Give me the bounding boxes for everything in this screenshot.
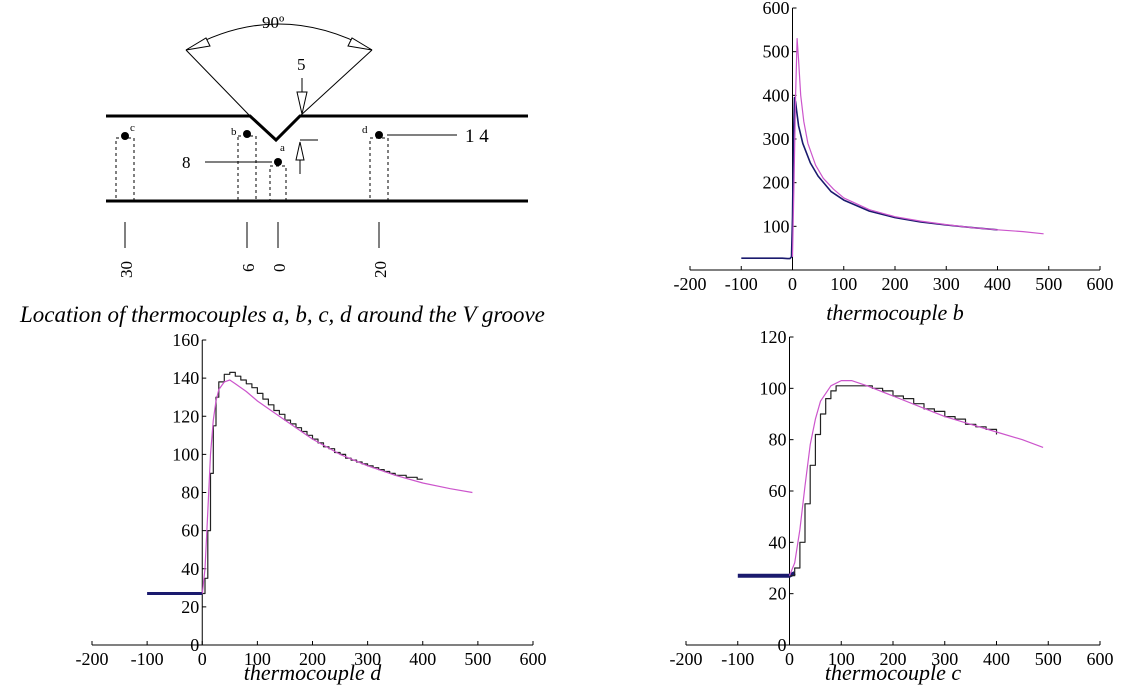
y-tick-label: 300 <box>763 129 790 149</box>
x-tick-label: 100 <box>244 649 271 669</box>
y-tick-label: 80 <box>181 483 199 503</box>
series-line-c-2 <box>788 380 1044 576</box>
x-tick-label: 0 <box>788 274 797 294</box>
x-axis-label: thermocouple d <box>244 660 382 685</box>
dim-5-arrow-icon <box>296 91 308 115</box>
thermocouple-a-dot <box>274 158 282 166</box>
y-tick-label: 0 <box>778 635 787 655</box>
thermocouple-d-dot <box>375 131 383 139</box>
y-tick-label: 40 <box>181 559 199 579</box>
thermocouple-c-dot <box>121 132 129 140</box>
series-line-d-1 <box>202 371 423 595</box>
x-tick-label: 500 <box>464 649 491 669</box>
series-line-c-1 <box>789 385 998 577</box>
thermocouple-d-label: d <box>362 124 368 136</box>
y-tick-label: 500 <box>763 42 790 62</box>
thermocouple-b-label: b <box>231 126 237 138</box>
y-tick-label: 20 <box>181 597 199 617</box>
thermocouple-d-well <box>369 137 389 202</box>
x-tick-label: 200 <box>880 649 907 669</box>
series-line-b-0 <box>741 96 998 260</box>
pos-20-label: 20 <box>371 261 390 278</box>
y-tick-label: 600 <box>763 0 790 18</box>
x-tick-label: 100 <box>830 274 857 294</box>
x-tick-label: 600 <box>520 649 547 669</box>
series-line-d-2 <box>201 379 473 594</box>
y-tick-label: 100 <box>172 444 199 464</box>
series-line-c-0 <box>737 571 796 578</box>
charts: -200 -100 0 100 200 300 400 500 6001002003004005… <box>76 0 1114 685</box>
chart-b: -200 -100 0 100 200 300 400 500 600 100 200 300 400 5… <box>674 0 1114 325</box>
x-tick-label: -200 <box>76 649 109 669</box>
y-tick-label: 120 <box>760 327 787 347</box>
dim-5-label: 5 <box>297 55 306 74</box>
y-tick-label: 40 <box>769 532 787 552</box>
y-tick-label: 120 <box>172 406 199 426</box>
x-tick-label: -100 <box>131 649 164 669</box>
angle-arrow-right-icon <box>347 37 373 51</box>
y-tick-label: 0 <box>190 635 199 655</box>
y-tick-label: 100 <box>763 216 790 236</box>
x-axis-label: thermocouple c <box>825 660 961 685</box>
y-tick-label: 20 <box>769 584 787 604</box>
angle-label: 90º <box>262 13 284 32</box>
x-tick-label: -200 <box>670 649 703 669</box>
thermocouple-b-dot <box>243 130 251 138</box>
x-axis-label: thermocouple b <box>826 300 963 325</box>
y-tick-label: 200 <box>763 173 790 193</box>
angle-arc <box>185 23 373 51</box>
y-tick-label: 60 <box>769 481 787 501</box>
y-tick-label: 140 <box>172 368 199 388</box>
pos-30-label: 30 <box>117 261 136 278</box>
x-tick-label: 200 <box>299 649 326 669</box>
angle-line-left <box>185 49 251 117</box>
x-tick-label: 400 <box>409 649 436 669</box>
angle-line-right <box>299 49 373 117</box>
dim-14-label: 1 4 <box>465 126 489 147</box>
dim-a-arrow-icon <box>295 141 305 161</box>
thermocouple-b-well <box>237 135 257 202</box>
thermocouple-c-well <box>115 137 135 202</box>
x-tick-label: 0 <box>198 649 207 669</box>
y-tick-label: 100 <box>760 378 787 398</box>
thermocouple-a-label: a <box>280 142 285 154</box>
x-tick-label: 300 <box>933 274 960 294</box>
x-tick-label: 400 <box>984 274 1011 294</box>
chart-d: -200 -100 0 100 200 300 400 500 600 0 20 40 60 80 100 1… <box>76 330 547 685</box>
x-tick-label: 300 <box>931 649 958 669</box>
series-line-b-1 <box>791 38 1044 257</box>
v-groove-diagram: 90º 5 a 8 b c d <box>106 13 528 278</box>
x-tick-label: -100 <box>721 649 754 669</box>
y-tick-label: 160 <box>172 330 199 350</box>
x-tick-label: 500 <box>1035 274 1062 294</box>
y-tick-label: 60 <box>181 521 199 541</box>
x-tick-label: -100 <box>725 274 758 294</box>
x-tick-label: 0 <box>785 649 794 669</box>
x-tick-label: 500 <box>1035 649 1062 669</box>
diagram-caption: Location of thermocouples a, b, c, d aro… <box>20 302 545 327</box>
pos-6-label: 6 <box>239 264 258 273</box>
thermocouple-a-well <box>269 165 287 202</box>
x-tick-label: 300 <box>354 649 381 669</box>
x-tick-label: 600 <box>1087 274 1114 294</box>
chart-c: -200 -100 0 100 200 300 400 500 600 0 20 40 60 80 100 1… <box>670 327 1114 685</box>
y-tick-label: 400 <box>763 85 790 105</box>
dim-8-label: 8 <box>182 153 191 172</box>
x-tick-label: 100 <box>828 649 855 669</box>
thermocouple-c-label: c <box>130 122 135 134</box>
plate-top-surface <box>106 114 528 143</box>
angle-arrow-left-icon <box>185 37 211 51</box>
x-tick-label: 200 <box>882 274 909 294</box>
x-tick-label: -200 <box>674 274 707 294</box>
y-tick-label: 80 <box>769 430 787 450</box>
x-tick-label: 600 <box>1087 649 1114 669</box>
pos-0-label: 0 <box>270 264 289 273</box>
x-tick-label: 400 <box>983 649 1010 669</box>
